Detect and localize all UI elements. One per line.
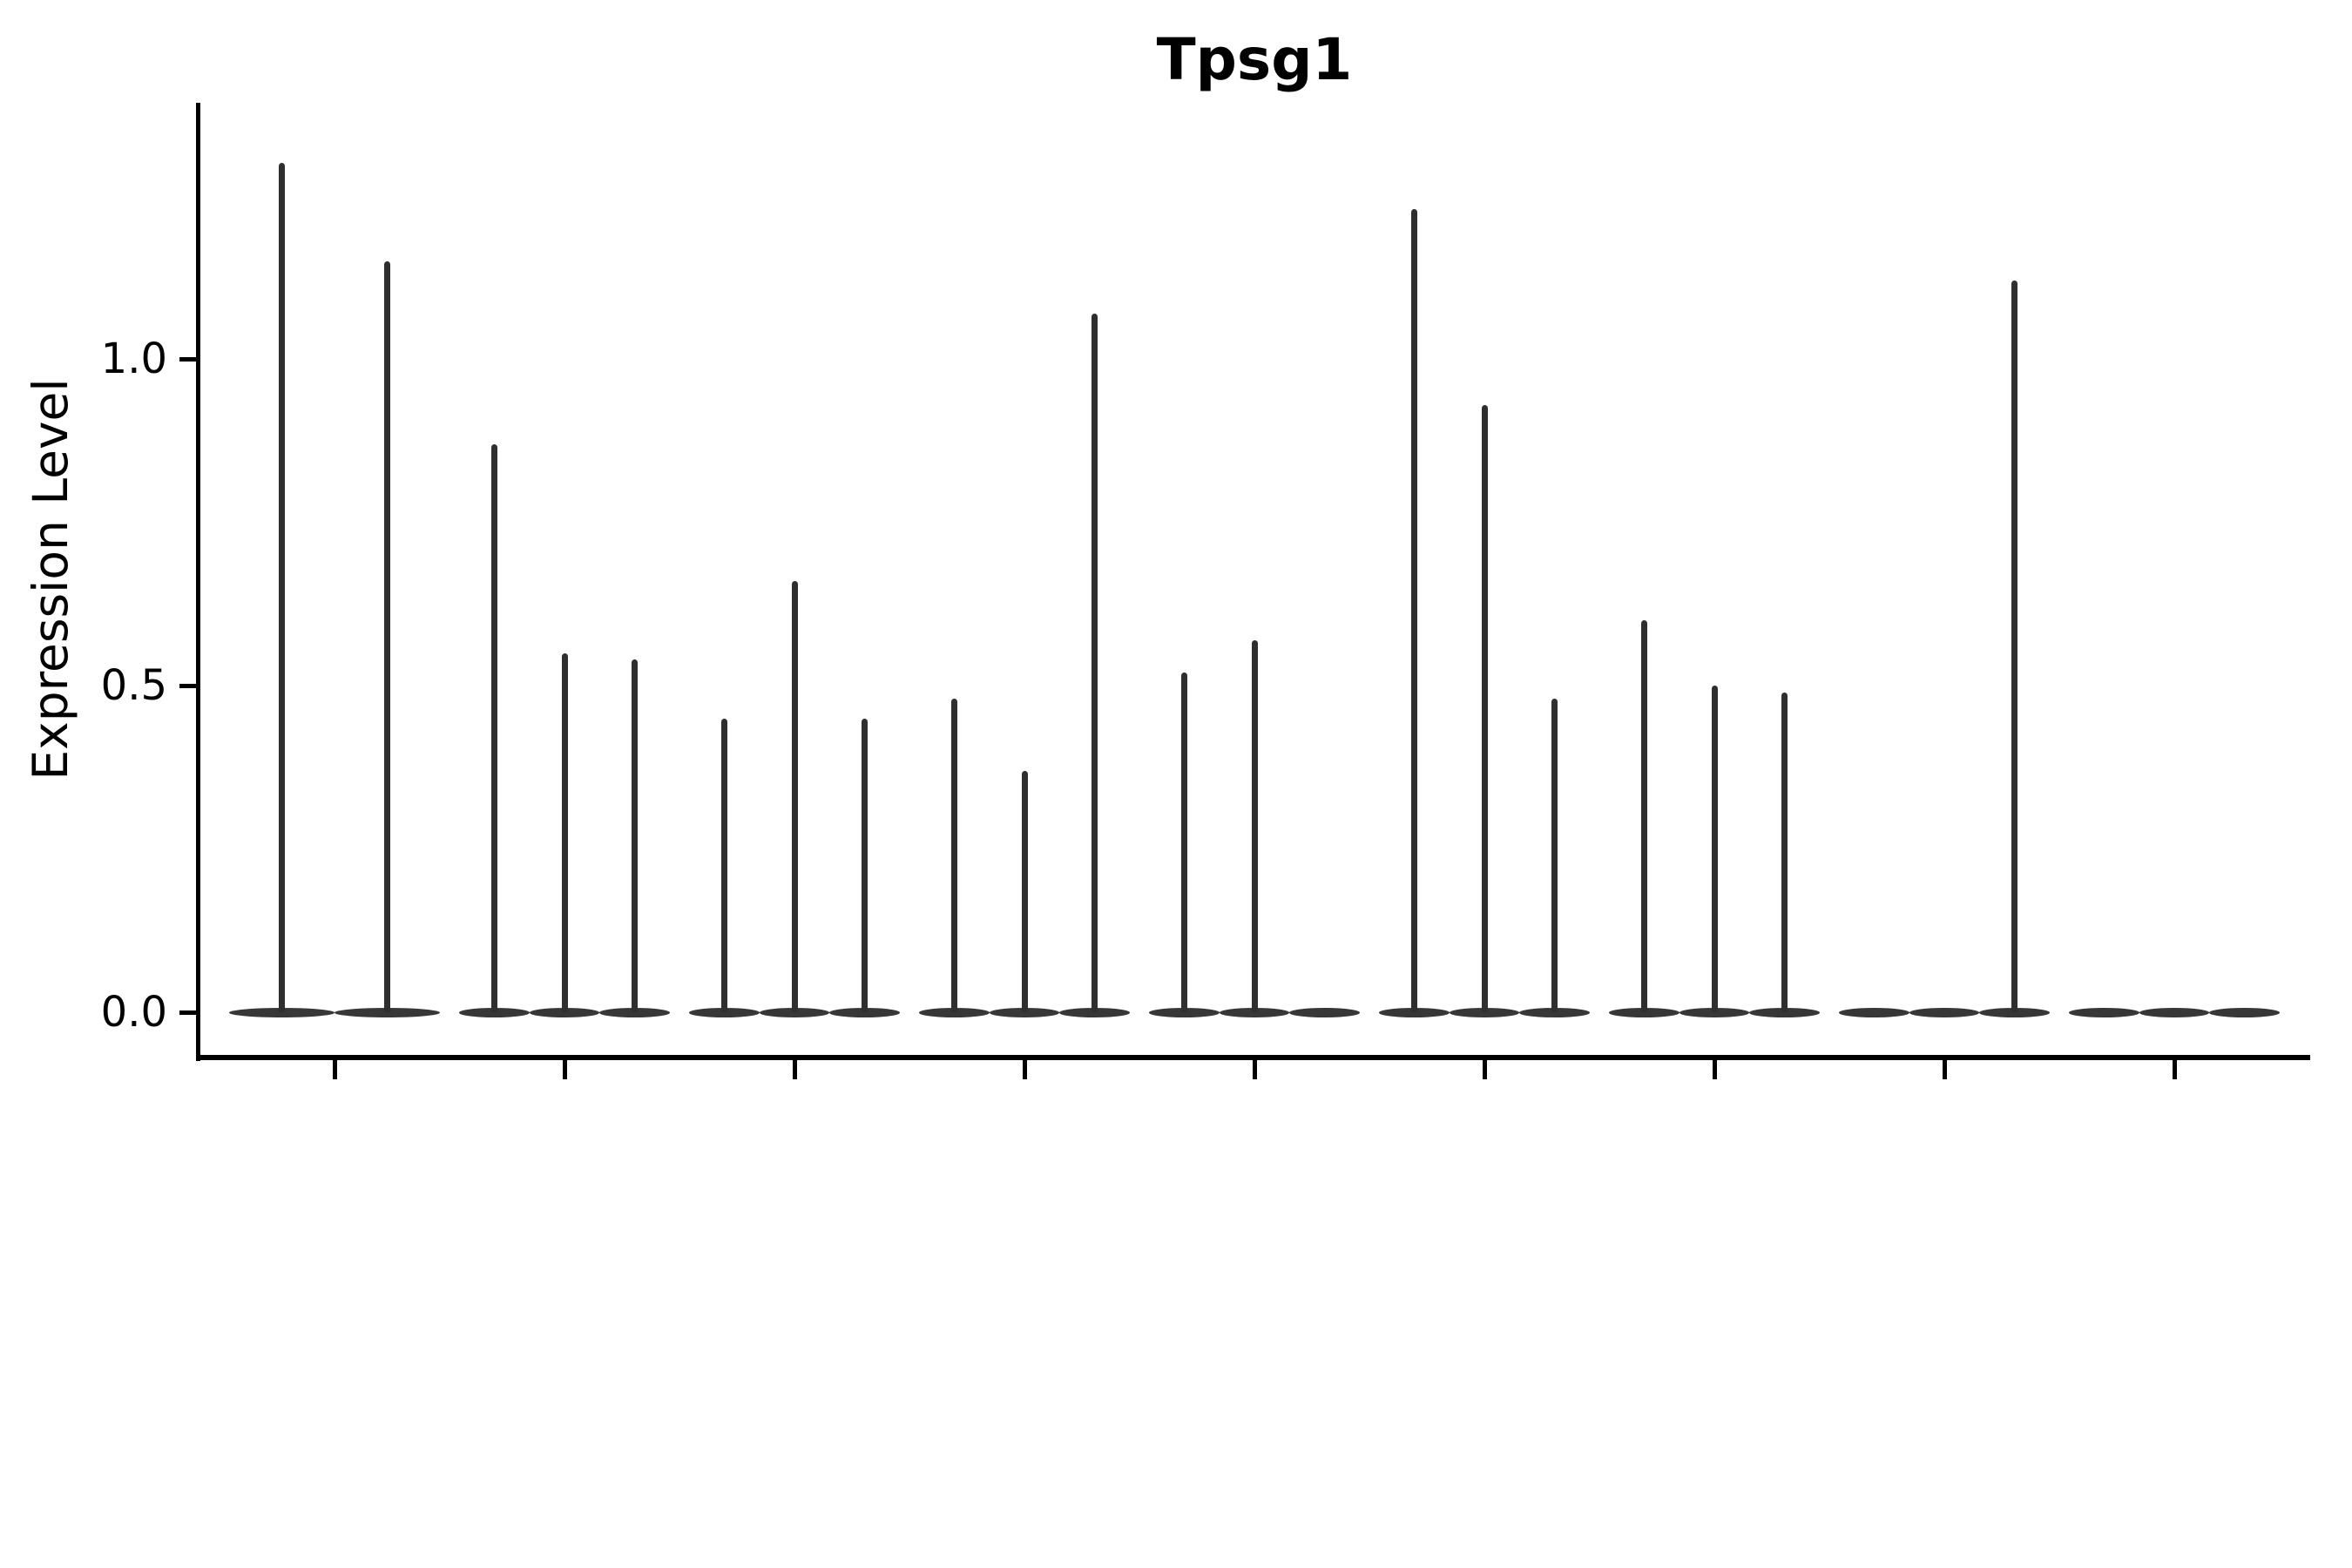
x-tick-mark: [1713, 1057, 1717, 1079]
violin-base: [829, 1007, 900, 1017]
violin-spike: [950, 699, 957, 1012]
violin-base: [1609, 1007, 1680, 1017]
violin-base: [759, 1007, 830, 1017]
y-tick-label: 0.5: [100, 661, 167, 710]
violin-spike: [862, 718, 868, 1012]
violin-base: [1839, 1007, 1909, 1017]
y-axis-spine: [196, 103, 200, 1061]
violin-base: [335, 1007, 440, 1017]
violin-spike: [1640, 620, 1647, 1012]
violin-spike: [2011, 280, 2018, 1012]
y-tick-label: 1.0: [100, 335, 167, 383]
violin-base: [2139, 1007, 2210, 1017]
violin-base: [1449, 1007, 1520, 1017]
violin-base: [689, 1007, 760, 1017]
chart-title: Tpsg1: [1156, 26, 1353, 93]
violin-spike: [1781, 692, 1788, 1012]
violin-base: [919, 1007, 990, 1017]
violin-base: [1909, 1007, 1980, 1017]
y-tick-mark: [179, 684, 196, 688]
violin-base: [2069, 1007, 2139, 1017]
y-tick-mark: [179, 1010, 196, 1015]
violin-base: [1519, 1007, 1590, 1017]
violin-base: [989, 1007, 1060, 1017]
violin-base: [229, 1007, 335, 1017]
y-axis-label: Expression Level: [23, 378, 78, 781]
x-tick-mark: [563, 1057, 567, 1079]
x-tick-mark: [1023, 1057, 1027, 1079]
violin-spike: [1180, 672, 1187, 1012]
violin-base: [599, 1007, 670, 1017]
violin-spike: [1251, 639, 1258, 1012]
violin-spike: [632, 659, 639, 1012]
violin-spike: [561, 652, 568, 1012]
violin-base: [1219, 1007, 1290, 1017]
violin-base: [1149, 1007, 1220, 1017]
violin-spike: [1092, 313, 1098, 1012]
violin-spike: [791, 581, 798, 1012]
violin-base: [1679, 1007, 1750, 1017]
violin-spike: [490, 443, 497, 1012]
violin-spike: [279, 163, 285, 1012]
x-tick-mark: [1253, 1057, 1257, 1079]
violin-base: [1379, 1007, 1450, 1017]
x-tick-mark: [333, 1057, 337, 1079]
violin-base: [1979, 1007, 2050, 1017]
violin-base: [1289, 1007, 1360, 1017]
violin-base: [529, 1007, 600, 1017]
x-tick-mark: [1483, 1057, 1487, 1079]
violin-base: [1749, 1007, 1820, 1017]
violin-spike: [1551, 699, 1558, 1012]
violin-base: [459, 1007, 530, 1017]
violin-spike: [1410, 208, 1417, 1012]
violin-spike: [1481, 404, 1488, 1012]
violin-spike: [1711, 686, 1718, 1012]
violin-spike: [720, 718, 727, 1012]
y-tick-label: 0.0: [100, 988, 167, 1037]
violin-spike: [384, 260, 390, 1012]
x-tick-mark: [1943, 1057, 1947, 1079]
violin-base: [2209, 1007, 2280, 1017]
x-tick-mark: [2173, 1057, 2177, 1079]
y-tick-mark: [179, 357, 196, 362]
violin-base: [1059, 1007, 1130, 1017]
x-tick-mark: [793, 1057, 797, 1079]
violin-spike: [1021, 770, 1028, 1012]
